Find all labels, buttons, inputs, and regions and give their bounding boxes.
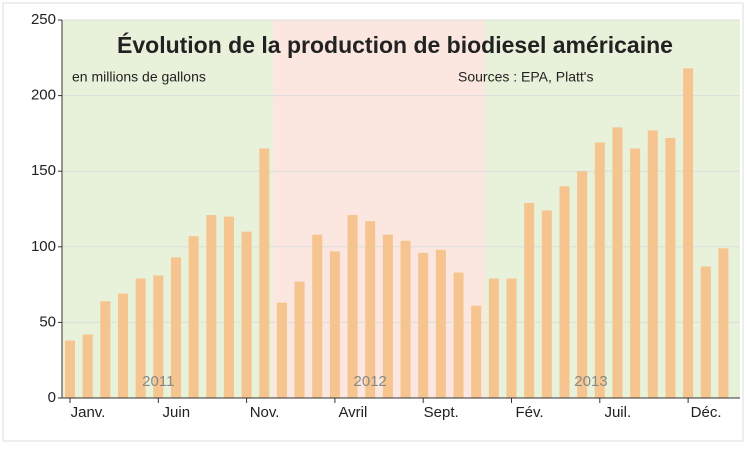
bar bbox=[294, 281, 305, 398]
bar bbox=[82, 334, 93, 398]
x-tick-label: Fév. bbox=[515, 404, 543, 421]
x-tick-label: Juin bbox=[163, 404, 191, 421]
bar bbox=[329, 251, 340, 398]
bar bbox=[718, 248, 729, 398]
bar bbox=[312, 234, 323, 398]
bar bbox=[665, 137, 676, 398]
bar bbox=[100, 301, 111, 398]
bar bbox=[259, 148, 270, 398]
chart-title: Évolution de la production de biodiesel … bbox=[117, 31, 673, 58]
x-tick-label: Nov. bbox=[250, 404, 280, 421]
y-tick-label: 0 bbox=[48, 389, 56, 406]
bar bbox=[206, 215, 217, 398]
bar bbox=[612, 127, 623, 399]
y-tick-label: 50 bbox=[39, 313, 56, 330]
bar bbox=[153, 275, 164, 398]
y-tick-label: 200 bbox=[31, 87, 56, 104]
x-tick-label: Juil. bbox=[604, 404, 631, 421]
x-tick-label: Avril bbox=[338, 404, 367, 421]
bar bbox=[594, 142, 605, 398]
bar bbox=[524, 202, 535, 398]
bar bbox=[382, 234, 393, 398]
year-label: 2012 bbox=[354, 373, 387, 390]
y-tick-label: 100 bbox=[31, 238, 56, 255]
bar bbox=[188, 236, 199, 398]
bar bbox=[418, 252, 429, 398]
bar bbox=[488, 278, 499, 398]
year-label: 2011 bbox=[142, 373, 174, 390]
bar bbox=[65, 340, 75, 398]
bar bbox=[471, 305, 482, 398]
bar bbox=[647, 130, 658, 398]
bar bbox=[541, 210, 552, 398]
bar bbox=[435, 249, 446, 398]
bar bbox=[400, 240, 411, 398]
year-label: 2013 bbox=[574, 373, 607, 390]
year-band bbox=[62, 20, 274, 398]
source: Sources : EPA, Platt's bbox=[458, 69, 593, 85]
bar bbox=[683, 68, 694, 398]
bar bbox=[453, 272, 464, 398]
subtitle: en millions de gallons bbox=[72, 69, 206, 85]
bar bbox=[700, 266, 711, 398]
bar bbox=[223, 216, 234, 398]
bar bbox=[365, 221, 376, 398]
x-tick-label: Déc. bbox=[691, 404, 722, 421]
bar bbox=[630, 148, 641, 398]
x-tick-label: Janv. bbox=[71, 404, 106, 421]
x-tick-label: Sept. bbox=[424, 404, 459, 421]
bar bbox=[135, 278, 146, 398]
bar bbox=[559, 186, 570, 398]
bar bbox=[347, 215, 358, 398]
bar bbox=[241, 231, 252, 398]
bar bbox=[276, 302, 287, 398]
y-tick-label: 150 bbox=[31, 162, 56, 179]
bar bbox=[170, 257, 181, 398]
year-band bbox=[273, 20, 486, 398]
bar bbox=[506, 278, 517, 398]
bar bbox=[577, 171, 588, 398]
y-tick-label: 250 bbox=[31, 11, 56, 28]
bar bbox=[117, 293, 128, 398]
